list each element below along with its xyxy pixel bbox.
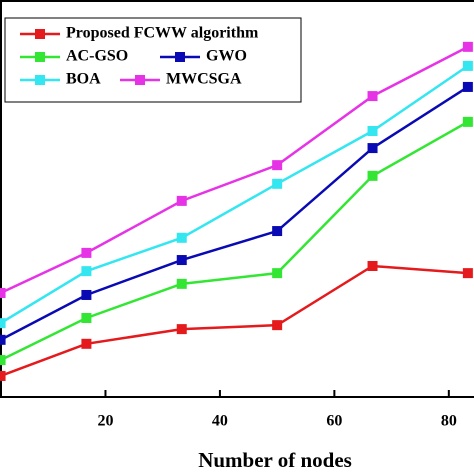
marker bbox=[367, 260, 378, 271]
marker bbox=[272, 320, 283, 331]
marker bbox=[367, 91, 378, 102]
marker bbox=[81, 289, 92, 300]
marker bbox=[272, 160, 283, 171]
marker bbox=[462, 81, 473, 92]
series-line bbox=[0, 45, 469, 295]
marker bbox=[272, 178, 283, 189]
legend-box bbox=[4, 17, 302, 103]
marker bbox=[272, 226, 283, 237]
legend-label: BOA bbox=[66, 71, 101, 88]
legend-marker bbox=[175, 52, 185, 62]
marker bbox=[176, 324, 187, 335]
legend-marker bbox=[135, 75, 145, 85]
legend-label: Proposed FCWW algorithm bbox=[66, 25, 259, 42]
x-axis-label: Number of nodes bbox=[198, 448, 352, 472]
plot-frame bbox=[0, 0, 474, 398]
marker bbox=[81, 247, 92, 258]
marker bbox=[0, 318, 6, 329]
x-tick-label: 60 bbox=[326, 413, 342, 430]
marker bbox=[0, 355, 6, 366]
legend-marker bbox=[35, 52, 45, 62]
marker bbox=[367, 170, 378, 181]
marker bbox=[272, 268, 283, 279]
marker bbox=[0, 287, 6, 298]
marker bbox=[81, 266, 92, 277]
marker bbox=[462, 41, 473, 52]
legend-marker bbox=[35, 75, 45, 85]
marker bbox=[176, 232, 187, 243]
marker bbox=[0, 334, 6, 345]
marker bbox=[81, 338, 92, 349]
marker bbox=[367, 126, 378, 137]
x-tick-label: 20 bbox=[97, 413, 113, 430]
marker bbox=[462, 60, 473, 71]
series-line bbox=[0, 64, 469, 325]
x-tick-label: 80 bbox=[441, 413, 457, 430]
legend-label: AC-GSO bbox=[66, 48, 128, 65]
series-line bbox=[0, 120, 469, 362]
legend-label: MWCSGA bbox=[166, 71, 242, 88]
marker bbox=[367, 143, 378, 154]
series-line bbox=[0, 85, 469, 341]
x-tick-label: 40 bbox=[212, 413, 228, 430]
marker bbox=[462, 268, 473, 279]
marker bbox=[176, 195, 187, 206]
marker bbox=[176, 255, 187, 266]
marker bbox=[81, 312, 92, 323]
marker bbox=[176, 278, 187, 289]
marker bbox=[462, 116, 473, 127]
legend-marker bbox=[35, 29, 45, 39]
legend-label: GWO bbox=[206, 48, 247, 65]
marker bbox=[0, 370, 6, 381]
series-line bbox=[0, 264, 468, 378]
